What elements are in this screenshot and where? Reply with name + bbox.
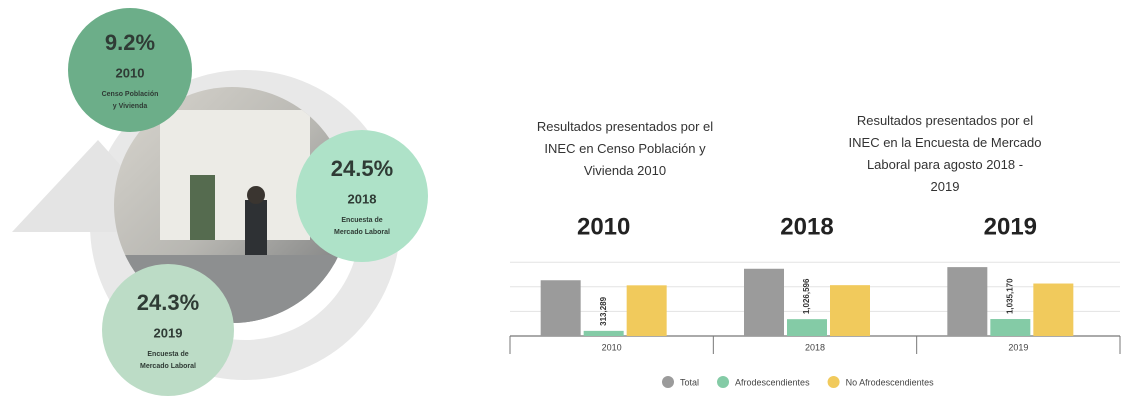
bar (787, 319, 827, 336)
page: 9.2%2010Censo Poblacióny Vivienda24.5%20… (0, 0, 1126, 410)
highlight-percent: 24.3% (137, 290, 199, 315)
legend-label: Total (680, 377, 699, 387)
x-tick-label: 2018 (805, 342, 825, 352)
legend-swatch (828, 376, 840, 388)
x-tick-label: 2010 (602, 342, 622, 352)
bar (1033, 284, 1073, 336)
value-label: 313,289 (599, 296, 608, 325)
legend-label: No Afrodescendientes (846, 377, 935, 387)
bar (990, 319, 1030, 336)
highlight-year: 2018 (348, 191, 377, 206)
highlight-year: 2019 (154, 325, 183, 340)
legend-swatch (662, 376, 674, 388)
group-title: 2018 (780, 213, 833, 240)
bar (584, 331, 624, 336)
bar (744, 269, 784, 336)
value-label: 1,026,596 (802, 278, 811, 314)
bar (627, 285, 667, 336)
bar (947, 267, 987, 336)
bar (541, 280, 581, 336)
group-title: 2019 (984, 213, 1037, 240)
infographic: 9.2%2010Censo Poblacióny Vivienda24.5%20… (0, 0, 1126, 410)
highlight-percent: 24.5% (331, 156, 393, 181)
legend-swatch (717, 376, 729, 388)
x-tick-label: 2019 (1008, 342, 1028, 352)
value-label: 1,035,170 (1005, 278, 1014, 314)
legend-label: Afrodescendientes (735, 377, 810, 387)
bar (830, 285, 870, 336)
highlight-year: 2010 (116, 65, 145, 80)
group-title: 2010 (577, 213, 630, 240)
highlight-percent: 9.2% (105, 30, 155, 55)
